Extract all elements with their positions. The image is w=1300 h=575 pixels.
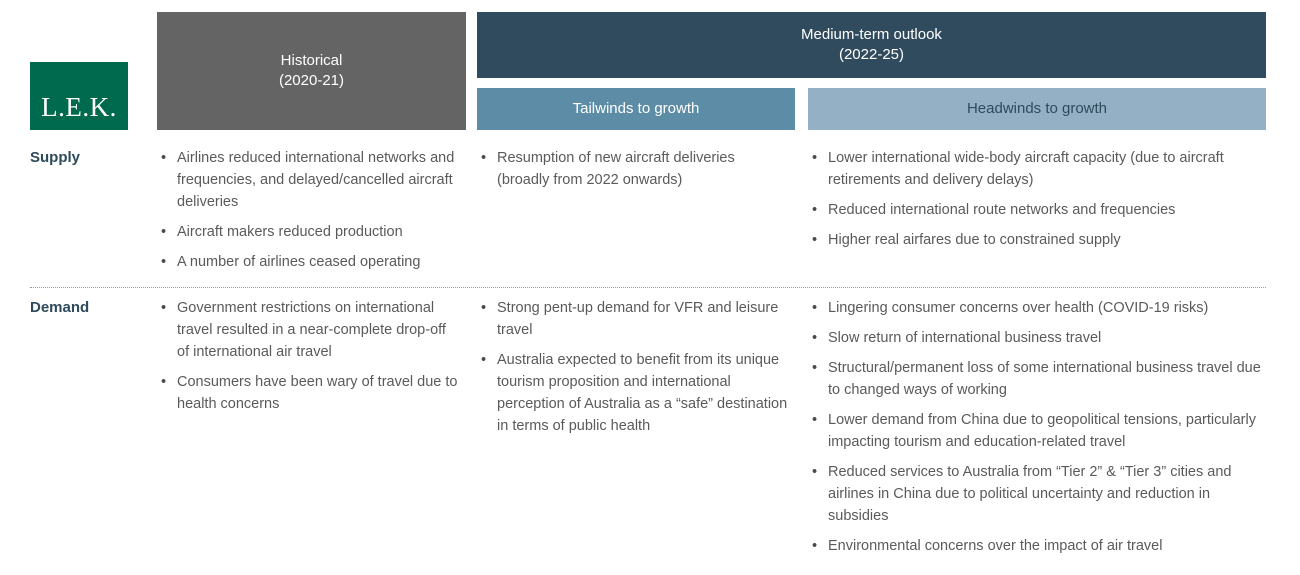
demand-headwinds-bullets: Lingering consumer concerns over health … (808, 297, 1266, 565)
table-body: Supply Airlines reduced international ne… (30, 130, 1266, 565)
bullet-item: Consumers have been wary of travel due t… (160, 371, 462, 415)
supply-tailwinds-bullets: Resumption of new aircraft deliveries (b… (477, 147, 795, 281)
row-label-demand: Demand (30, 299, 90, 316)
row-label-supply: Supply (30, 149, 81, 166)
supply-headwinds-bullets: Lower international wide-body aircraft c… (808, 147, 1266, 281)
demand-tailwinds-bullets: Strong pent-up demand for VFR and leisur… (477, 297, 795, 565)
bullet-item: Airlines reduced international networks … (160, 147, 462, 213)
bullet-item: Aircraft makers reduced production (160, 221, 462, 243)
bullet-item: Resumption of new aircraft deliveries (b… (480, 147, 791, 191)
bullet-item: Reduced international route networks and… (811, 199, 1262, 221)
bullet-item: Environmental concerns over the impact o… (811, 535, 1262, 557)
medium-term-period: (2022-25) (838, 46, 905, 63)
bullet-item: Lower demand from China due to geopoliti… (811, 409, 1262, 453)
headwinds-title: Headwinds to growth (966, 99, 1108, 117)
column-header-historical: Historical (2020-21) (157, 12, 466, 130)
column-header-medium-term-outlook: Medium-term outlook (2022-25) (477, 12, 1266, 78)
bullet-item: Australia expected to benefit from its u… (480, 349, 791, 437)
bullet-item: Structural/permanent loss of some intern… (811, 357, 1262, 401)
bullet-item: Government restrictions on international… (160, 297, 462, 363)
bullet-item: Strong pent-up demand for VFR and leisur… (480, 297, 791, 341)
lek-logo: L.E.K. (30, 62, 128, 130)
column-header-headwinds: Headwinds to growth (808, 88, 1266, 130)
header-band: L.E.K. Historical (2020-21) Medium-term … (30, 12, 1266, 130)
bullet-item: A number of airlines ceased operating (160, 251, 462, 273)
logo-cell: L.E.K. (30, 62, 157, 130)
bullet-item: Higher real airfares due to constrained … (811, 229, 1262, 251)
medium-term-title: Medium-term outlook (801, 25, 942, 43)
demand-historical-bullets: Government restrictions on international… (157, 297, 466, 565)
bullet-item: Slow return of international business tr… (811, 327, 1262, 349)
historical-title: Historical (280, 51, 343, 69)
bullet-item: Reduced services to Australia from “Tier… (811, 461, 1262, 527)
supply-historical-bullets: Airlines reduced international networks … (157, 147, 466, 281)
bullet-item: Lingering consumer concerns over health … (811, 297, 1262, 319)
row-divider (30, 287, 1266, 288)
historical-period: (2020-21) (278, 72, 345, 89)
lek-logo-text: L.E.K. (41, 92, 117, 122)
column-header-tailwinds: Tailwinds to growth (477, 88, 795, 130)
bullet-item: Lower international wide-body aircraft c… (811, 147, 1262, 191)
tailwinds-title: Tailwinds to growth (572, 99, 700, 117)
